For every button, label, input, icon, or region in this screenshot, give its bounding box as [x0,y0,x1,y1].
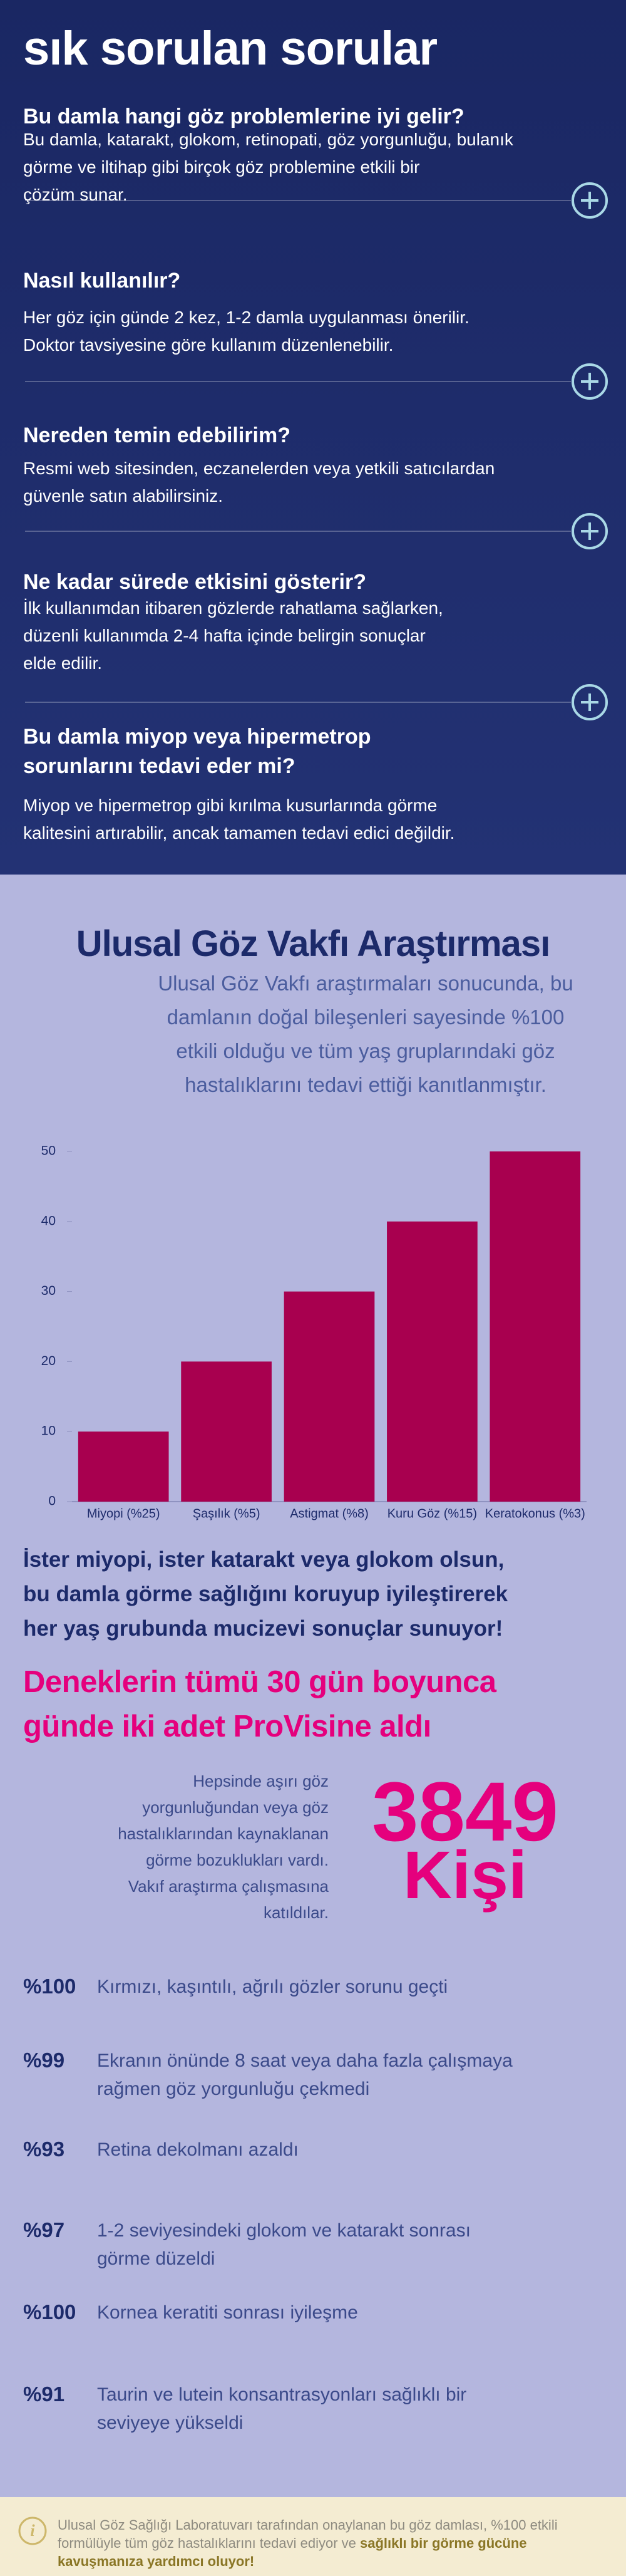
x-tick-label: Miyopi (%25) [87,1507,160,1520]
faq-answer: çözüm sunar. [23,185,128,204]
stat-text: görme düzeldi [97,2248,215,2269]
faq-section [0,0,626,875]
faq-answer: Doktor tavsiyesine göre kullanım düzenle… [23,335,394,355]
faq-question: sorunlarını tedavi eder mi? [23,754,295,778]
svg-text:i: i [30,2521,35,2540]
faq-answer: İlk kullanımdan itibaren gözlerde rahatl… [23,598,443,618]
stat-value: %99 [23,2049,65,2072]
y-tick-label: 30 [41,1284,56,1298]
research-headline: günde iki adet ProVisine aldı [23,1710,431,1743]
faq-question: Nasıl kullanılır? [23,269,181,293]
faq-title: sık sorulan sorular [23,22,438,75]
x-tick-label: Astigmat (%8) [290,1507,369,1520]
faq-question: Nereden temin edebilirim? [23,423,290,447]
stat-text: Ekranın önünde 8 saat veya daha fazla ça… [97,2050,513,2071]
stat-text: rağmen göz yorgunluğu çekmedi [97,2079,370,2099]
participants-text: Hepsinde aşırı göz [193,1772,329,1790]
stat-text: 1-2 seviyesindeki glokom ve katarakt son… [97,2220,471,2241]
stat-value: %93 [23,2137,65,2161]
bar [387,1221,478,1502]
faq-question: Ne kadar sürede etkisini gösterir? [23,570,366,594]
y-tick-label: 10 [41,1424,56,1438]
info-icon: i [18,2516,47,2545]
research-section [0,875,626,2497]
footer-note: Ulusal Göz Sağlığı Laboratuvarı tarafınd… [58,2516,608,2570]
participants-text: Vakıf araştırma çalışmasına [128,1877,329,1896]
faq-answer: güvenle satın alabilirsiniz. [23,486,223,506]
participants-text: görme bozuklukları vardı. [146,1851,329,1869]
research-description: hastalıklarını tedavi ettiği kanıtlanmış… [185,1073,546,1096]
stat-text: seviyeye yükseldi [97,2412,244,2433]
bar [78,1431,169,1502]
faq-answer: Bu damla, katarakt, glokom, retinopati, … [23,130,513,149]
stat-value: %100 [23,1975,76,1998]
research-headline: Deneklerin tümü 30 gün boyunca [23,1665,496,1699]
y-tick-label: 40 [41,1213,56,1228]
participants-count: 3849 [371,1765,559,1859]
participants-text: yorgunluğundan veya göz [142,1798,329,1817]
x-tick-label: Keratokonus (%3) [485,1507,585,1520]
participants-text: hastalıklarından kaynaklanan [118,1824,329,1843]
faq-answer: Miyop ve hipermetrop gibi kırılma kusurl… [23,796,438,815]
bar [181,1361,272,1502]
participants-unit: Kişi [403,1837,528,1913]
stat-text: Retina dekolmanı azaldı [97,2139,299,2160]
expand-button[interactable] [572,684,608,720]
faq-answer: elde edilir. [23,653,103,673]
stat-value: %97 [23,2218,65,2241]
x-tick-label: Kuru Göz (%15) [387,1507,477,1520]
research-statement: bu damla görme sağlığını koruyup iyileşt… [23,1582,508,1606]
y-tick-label: 50 [41,1144,56,1158]
faq-answer: Resmi web sitesinden, eczanelerden veya … [23,459,495,478]
expand-button[interactable] [572,513,608,549]
research-title: Ulusal Göz Vakfı Araştırması [76,923,550,964]
expand-button[interactable] [572,182,608,219]
stat-text: Kırmızı, kaşıntılı, ağrılı gözler sorunu… [97,1976,448,1997]
research-statement: İster miyopi, ister katarakt veya glokom… [23,1547,505,1572]
research-statement: her yaş grubunda mucizevi sonuçlar sunuy… [23,1616,503,1641]
stat-text: Taurin ve lutein konsantrasyonları sağlı… [97,2384,467,2405]
participants-text: katıldılar. [263,1903,329,1922]
stat-value: %100 [23,2300,76,2324]
footer-emphasis: sağlıklı bir görme gücüne kavuşmanıza ya… [58,2535,527,2569]
bar-chart: 0 10 20 30 40 50 Miyopi (%25) Şaşılık (%5) Astig… [41,1144,587,1520]
faq-question: Bu damla miyop veya hipermetrop [23,725,371,749]
faq-answer: kalitesini artırabilir, ancak tamamen te… [23,823,455,843]
bar [284,1291,375,1502]
bar [490,1151,581,1502]
faq-answer: düzenli kullanımda 2-4 hafta içinde beli… [23,626,426,645]
faq-question: Bu damla hangi göz problemlerine iyi gel… [23,105,464,128]
footer-text: Ulusal Göz Sağlığı Laboratuvarı tarafınd… [58,2517,558,2551]
faq-answer: görme ve iltihap gibi birçok göz problem… [23,157,420,177]
faq-answer: Her göz için günde 2 kez, 1-2 damla uygu… [23,308,470,327]
y-tick-label: 20 [41,1354,56,1368]
expand-button[interactable] [572,363,608,400]
research-description: damlanın doğal bileşenleri sayesinde %10… [167,1005,565,1029]
research-description: etkili olduğu ve tüm yaş gruplarındaki g… [176,1039,555,1062]
faq-decorations [25,182,608,720]
stat-value: %91 [23,2382,65,2406]
footer-section [0,2497,626,2576]
x-tick-label: Şaşılık (%5) [193,1507,260,1520]
y-tick-label: 0 [48,1494,56,1509]
research-description: Ulusal Göz Vakfı araştırmaları sonucunda… [158,972,573,995]
stat-text: Kornea keratiti sonrası iyileşme [97,2302,358,2323]
